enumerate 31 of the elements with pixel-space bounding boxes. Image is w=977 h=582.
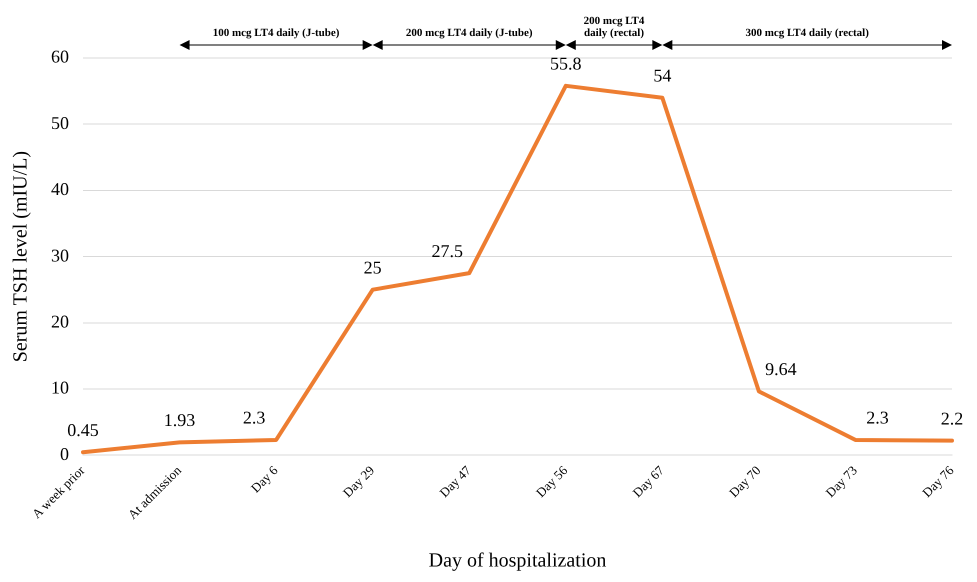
y-tick-label: 30 (51, 245, 69, 266)
text: 200 mcg LT4 daily (rectal) (582, 15, 646, 39)
y-tick-label: 0 (60, 444, 69, 464)
y-tick-label: 50 (51, 112, 69, 133)
y-tick-label: 20 (51, 312, 69, 332)
y-axis-title: Serum TSH level (mIU/L) (9, 150, 32, 362)
x-tick-label: Day 73 (822, 462, 860, 500)
x-tick-label: Day 56 (532, 462, 571, 500)
data-label: 0.45 (67, 420, 99, 440)
data-label: 54 (653, 65, 672, 86)
data-label: 2.2 (940, 408, 964, 428)
y-tick-label: 40 (51, 179, 69, 200)
text: 100 mcg LT4 daily (J-tube) (212, 27, 340, 39)
x-tick-label: Day 76 (919, 462, 957, 500)
x-tick-label: Day 29 (340, 462, 378, 500)
y-tick-label: 60 (51, 46, 69, 67)
x-tick-label: Day 6 (248, 462, 281, 496)
x-tick-label: Day 67 (629, 462, 668, 500)
data-label: 9.64 (765, 359, 797, 380)
text: 200 mcg LT4 daily (J-tube) (404, 27, 534, 39)
data-label: 27.5 (431, 240, 463, 261)
data-label: 55.8 (550, 54, 582, 74)
data-label: 1.93 (164, 410, 196, 430)
x-tick-label: Day 47 (436, 462, 474, 500)
data-label: 25 (364, 257, 382, 278)
y-tick-label: 10 (51, 378, 69, 398)
data-label: 2.3 (866, 408, 889, 428)
text: 300 mcg LT4 daily (rectal) (744, 27, 870, 39)
data-label: 2.3 (242, 408, 266, 428)
x-tick-label: Day 70 (726, 462, 764, 500)
x-axis-title: Day of hospitalization (428, 549, 606, 572)
